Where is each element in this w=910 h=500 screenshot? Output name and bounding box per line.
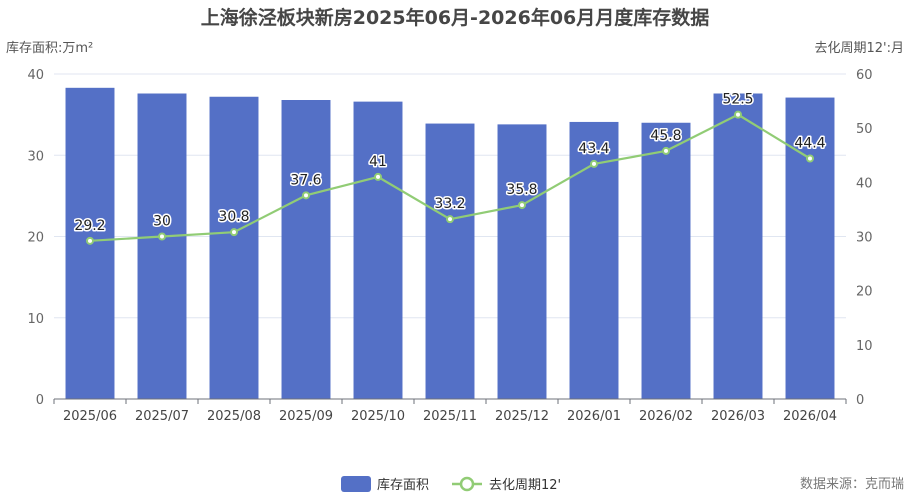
left-axis-name: 库存面积:万m² — [6, 40, 93, 56]
data-label: 41 — [369, 154, 387, 170]
right-tick-label: 10 — [856, 339, 873, 354]
left-tick-label: 40 — [27, 68, 44, 83]
category-label: 2025/09 — [279, 409, 333, 424]
legend[interactable]: 库存面积 去化周期12' — [341, 476, 561, 493]
bar-series — [65, 87, 835, 400]
bar[interactable] — [425, 123, 475, 399]
right-tick-label: 40 — [856, 176, 873, 191]
category-label: 2025/10 — [351, 409, 405, 424]
line-point[interactable] — [158, 232, 166, 241]
category-label: 2025/08 — [207, 409, 261, 424]
bar[interactable] — [497, 124, 547, 399]
bar[interactable] — [353, 101, 403, 399]
data-label: 35.8 — [506, 182, 537, 198]
category-label: 2026/03 — [711, 409, 765, 424]
category-label: 2025/12 — [495, 409, 549, 424]
data-label: 43.4 — [578, 141, 609, 157]
legend-line-label[interactable]: 去化周期12' — [489, 478, 561, 493]
bar[interactable] — [641, 122, 691, 399]
legend-line-marker[interactable] — [459, 476, 475, 492]
data-labels: 29.2 30 30.8 37.6 41 33.2 35.8 43.4 45.8 52.5 44.4 — [73, 90, 827, 235]
data-label: 52.5 — [722, 92, 753, 108]
right-tick-label: 30 — [856, 231, 873, 246]
bar[interactable] — [281, 100, 331, 399]
right-tick-label: 20 — [856, 285, 873, 300]
bar[interactable] — [713, 93, 763, 400]
line-point[interactable] — [662, 146, 670, 155]
bar[interactable] — [569, 121, 619, 399]
legend-bar-label[interactable]: 库存面积 — [377, 477, 429, 493]
legend-bar-swatch[interactable] — [341, 476, 371, 492]
axes: 0 10 20 30 40 0 10 20 30 40 50 60 2025/06 2025/07 2025… — [27, 68, 872, 424]
left-tick-label: 30 — [27, 149, 44, 164]
line-point[interactable] — [86, 236, 94, 245]
chart-title: 上海徐泾板块新房2025年06月-2026年06月月度库存数据 — [201, 6, 710, 29]
right-tick-label: 50 — [856, 122, 873, 137]
line-point[interactable] — [230, 228, 238, 237]
right-tick-label: 60 — [856, 68, 873, 83]
right-tick-label: 0 — [856, 393, 864, 408]
line-point[interactable] — [446, 215, 454, 224]
bar[interactable] — [209, 96, 259, 399]
bar[interactable] — [137, 93, 187, 400]
left-tick-label: 10 — [27, 312, 44, 327]
data-label: 33.2 — [434, 196, 465, 212]
right-axis-name: 去化周期12':月 — [815, 41, 905, 56]
line-point[interactable] — [302, 191, 310, 200]
category-label: 2025/07 — [135, 409, 189, 424]
data-label: 29.2 — [74, 218, 105, 234]
data-label: 37.6 — [290, 172, 321, 188]
line-point[interactable] — [590, 159, 598, 168]
category-label: 2026/04 — [783, 409, 837, 424]
left-tick-label: 20 — [27, 231, 44, 246]
category-label: 2025/06 — [63, 409, 117, 424]
line-point[interactable] — [518, 201, 526, 210]
line-point[interactable] — [806, 154, 814, 163]
left-tick-label: 0 — [36, 393, 44, 408]
data-source: 数据来源：克而瑞 — [800, 477, 904, 492]
category-label: 2026/01 — [567, 409, 621, 424]
line-point[interactable] — [734, 110, 742, 119]
data-label: 30.8 — [218, 209, 249, 225]
data-label: 30 — [153, 214, 171, 230]
line-series — [86, 110, 814, 245]
line-point[interactable] — [374, 172, 382, 181]
category-label: 2026/02 — [639, 409, 693, 424]
data-label: 45.8 — [650, 128, 681, 144]
data-label: 44.4 — [794, 136, 825, 152]
category-label: 2025/11 — [423, 409, 477, 424]
